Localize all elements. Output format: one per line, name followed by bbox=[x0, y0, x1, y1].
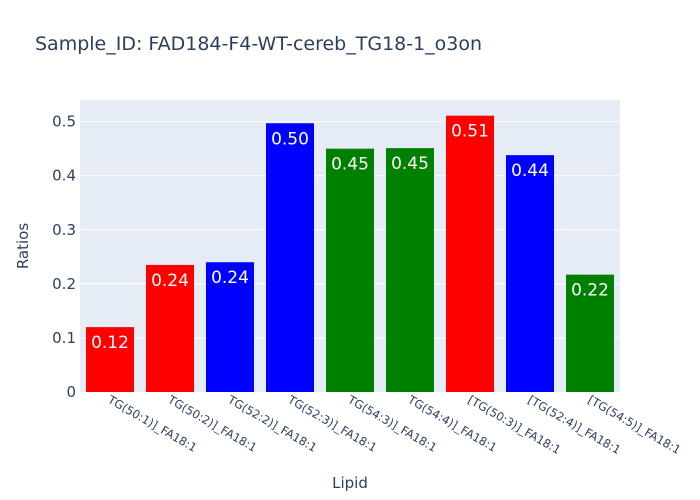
y-tick-label: 0.2 bbox=[52, 275, 76, 293]
bar bbox=[326, 148, 374, 392]
bars bbox=[86, 115, 614, 392]
bar bbox=[266, 123, 314, 392]
y-tick-label: 0.4 bbox=[52, 167, 76, 185]
bar-value-label: 0.24 bbox=[211, 268, 249, 288]
bar-value-label: 0.45 bbox=[391, 154, 429, 174]
bar-value-label: 0.51 bbox=[451, 122, 489, 142]
y-axis-title: Ratios bbox=[14, 223, 32, 270]
bar-value-label: 0.50 bbox=[271, 129, 309, 149]
chart-title: Sample_ID: FAD184-F4-WT-cereb_TG18-1_o3o… bbox=[35, 33, 482, 55]
bar-value-label: 0.12 bbox=[91, 333, 129, 353]
bar-value-label: 0.45 bbox=[331, 155, 369, 175]
bar-value-label: 0.24 bbox=[151, 271, 189, 291]
bar bbox=[146, 264, 194, 392]
x-axis-title: Lipid bbox=[332, 474, 368, 492]
bar bbox=[86, 327, 134, 392]
bar bbox=[206, 262, 254, 392]
bar bbox=[566, 274, 614, 392]
y-tick-label: 0 bbox=[66, 383, 76, 401]
y-axis-ticks: 0 0.1 0.2 0.3 0.4 0.5 bbox=[52, 113, 76, 401]
y-tick-label: 0.5 bbox=[52, 113, 76, 131]
bar bbox=[386, 148, 434, 392]
bar bbox=[446, 115, 494, 392]
bar-value-labels: 0.12 0.24 0.24 0.50 0.45 0.45 0.51 0.44 0.22 bbox=[91, 122, 609, 353]
bar-value-label: 0.44 bbox=[511, 161, 549, 181]
bar-value-label: 0.22 bbox=[571, 281, 609, 301]
x-axis-ticks: TG(50:1)]_FA18:1TG(50:2)]_FA18:1TG(52:2)… bbox=[105, 392, 684, 457]
y-tick-label: 0.1 bbox=[52, 329, 76, 347]
bar bbox=[506, 155, 554, 392]
y-tick-label: 0.3 bbox=[52, 221, 76, 239]
